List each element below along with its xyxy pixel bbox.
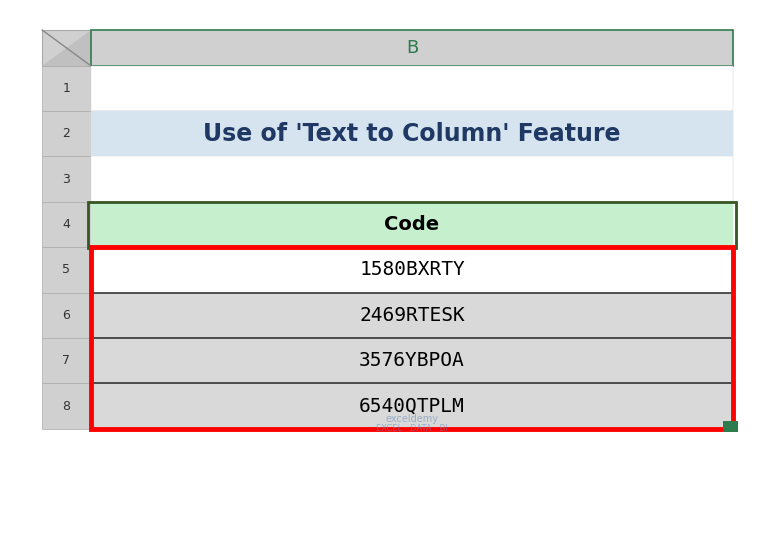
Bar: [91, 247, 733, 293]
Bar: [91, 383, 733, 429]
Text: 7: 7: [62, 354, 71, 367]
Text: 2469RTESK: 2469RTESK: [359, 306, 465, 325]
Bar: [723, 421, 738, 432]
Text: 1: 1: [62, 82, 71, 95]
Bar: [42, 202, 91, 247]
Bar: [88, 202, 736, 248]
Bar: [42, 383, 91, 429]
Bar: [91, 202, 733, 247]
Text: 1580BXRTY: 1580BXRTY: [359, 260, 465, 280]
Bar: [42, 30, 91, 66]
Text: exceldemy: exceldemy: [386, 414, 439, 424]
Text: Use of 'Text to Column' Feature: Use of 'Text to Column' Feature: [204, 122, 621, 146]
Bar: [91, 111, 733, 156]
Text: 2: 2: [62, 127, 71, 140]
Bar: [91, 30, 733, 66]
Bar: [42, 156, 91, 202]
Text: B: B: [406, 39, 418, 57]
Bar: [42, 247, 91, 293]
Bar: [91, 247, 733, 293]
Bar: [91, 202, 733, 247]
Text: 8: 8: [62, 400, 71, 412]
Bar: [91, 383, 733, 429]
Text: 4: 4: [62, 218, 71, 231]
Bar: [91, 111, 733, 156]
Bar: [42, 66, 91, 111]
Bar: [42, 338, 91, 383]
Bar: [91, 293, 733, 338]
Bar: [91, 338, 733, 383]
Polygon shape: [42, 30, 91, 66]
Text: Code: Code: [385, 215, 439, 234]
Text: 3: 3: [62, 173, 71, 185]
Bar: [42, 111, 91, 156]
Bar: [42, 30, 733, 429]
Text: 5: 5: [62, 264, 71, 276]
Bar: [91, 247, 733, 429]
Bar: [91, 338, 733, 383]
Text: 6: 6: [62, 309, 71, 322]
Bar: [91, 293, 733, 338]
Text: EXCEL · DATA · BI: EXCEL · DATA · BI: [376, 424, 448, 433]
Bar: [91, 66, 733, 111]
Text: 3576YBPOA: 3576YBPOA: [359, 351, 465, 370]
Bar: [91, 156, 733, 202]
Bar: [42, 293, 91, 338]
Text: 6540QTPLM: 6540QTPLM: [359, 397, 465, 416]
